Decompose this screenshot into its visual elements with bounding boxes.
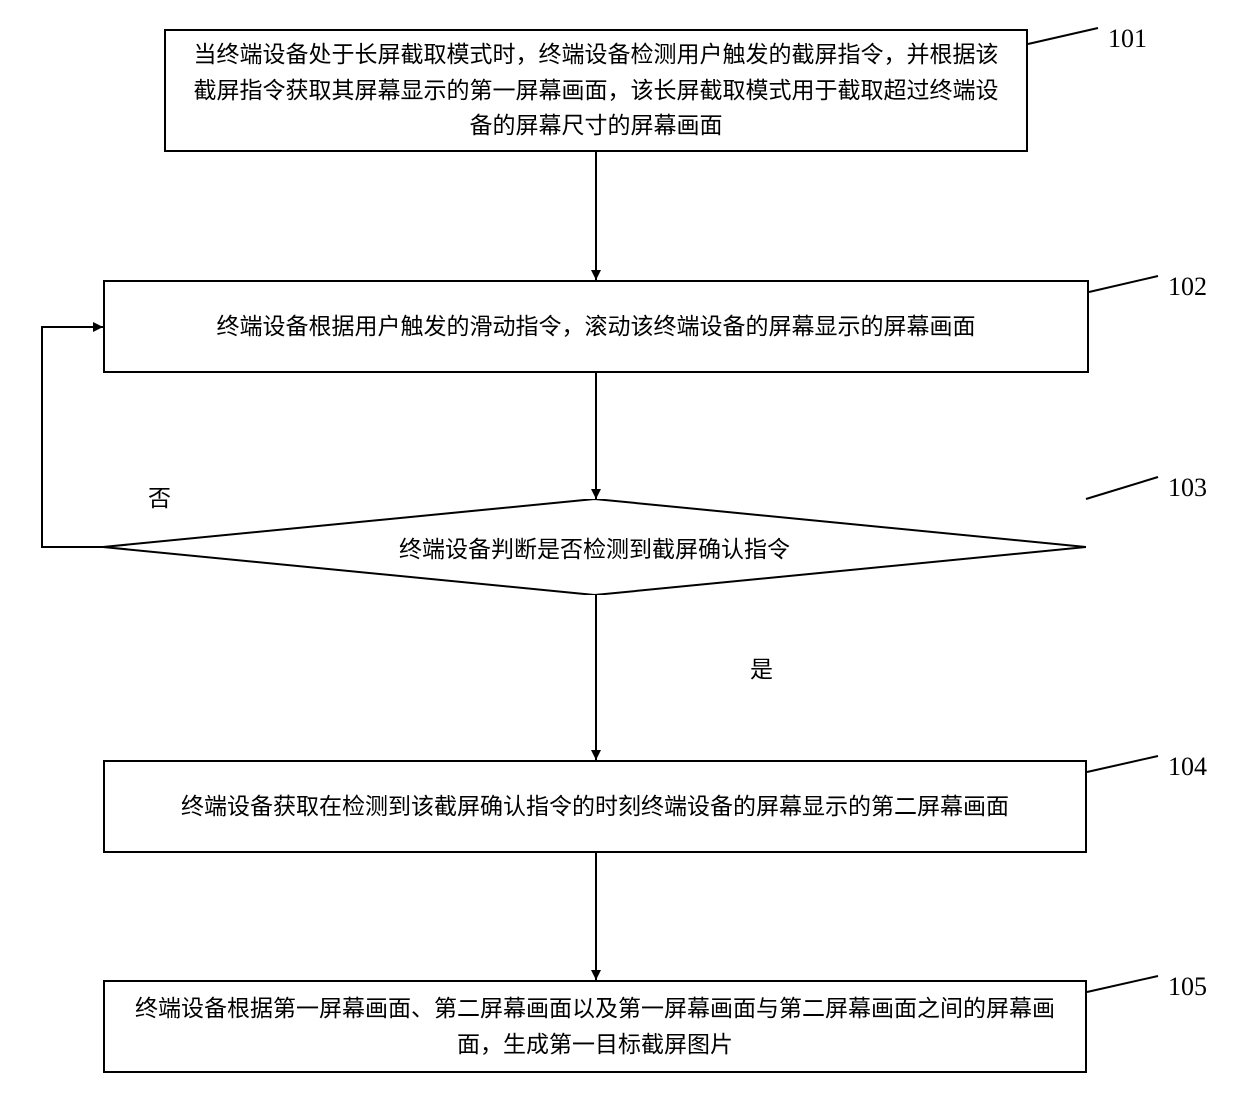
edge-label-yes: 是 xyxy=(750,650,773,684)
ref-label-103: 103 xyxy=(1168,473,1207,503)
decision-103-text: 终端设备判断是否检测到截屏确认指令 xyxy=(103,530,1086,564)
step-104: 终端设备获取在检测到该截屏确认指令的时刻终端设备的屏幕显示的第二屏幕画面 xyxy=(103,760,1087,853)
step-102: 终端设备根据用户触发的滑动指令，滚动该终端设备的屏幕显示的屏幕画面 xyxy=(103,280,1089,373)
ref-label-105: 105 xyxy=(1168,972,1207,1002)
decision-103: 终端设备判断是否检测到截屏确认指令 xyxy=(103,499,1086,595)
step-101: 当终端设备处于长屏截取模式时，终端设备检测用户触发的截屏指令，并根据该截屏指令获… xyxy=(164,29,1028,152)
step-102-text: 终端设备根据用户触发的滑动指令，滚动该终端设备的屏幕显示的屏幕画面 xyxy=(217,309,976,345)
ref-label-101: 101 xyxy=(1108,24,1147,54)
ref-label-104: 104 xyxy=(1168,752,1207,782)
step-105-text: 终端设备根据第一屏幕画面、第二屏幕画面以及第一屏幕画面与第二屏幕画面之间的屏幕画… xyxy=(125,991,1065,1062)
step-104-text: 终端设备获取在检测到该截屏确认指令的时刻终端设备的屏幕显示的第二屏幕画面 xyxy=(181,789,1009,825)
flowchart-canvas: 当终端设备处于长屏截取模式时，终端设备检测用户触发的截屏指令，并根据该截屏指令获… xyxy=(0,0,1240,1119)
edge-label-no: 否 xyxy=(148,479,171,513)
step-105: 终端设备根据第一屏幕画面、第二屏幕画面以及第一屏幕画面与第二屏幕画面之间的屏幕画… xyxy=(103,980,1087,1073)
step-101-text: 当终端设备处于长屏截取模式时，终端设备检测用户触发的截屏指令，并根据该截屏指令获… xyxy=(186,37,1006,144)
ref-label-102: 102 xyxy=(1168,272,1207,302)
